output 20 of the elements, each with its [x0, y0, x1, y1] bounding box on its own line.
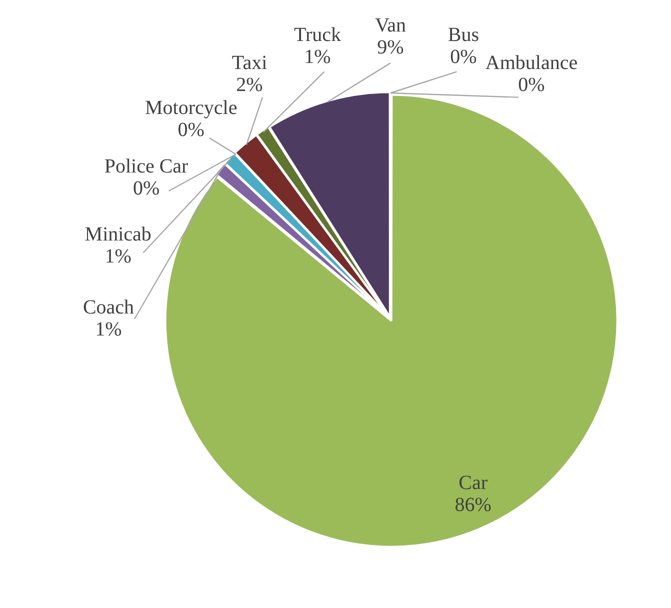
data-label: 2%: [236, 74, 263, 96]
data-label: 9%: [377, 36, 404, 58]
slice-label: Taxi: [232, 52, 268, 74]
category-label: Motorcycle: [145, 96, 238, 119]
slice-label: Van: [374, 14, 406, 36]
category-label: Police Car: [104, 155, 188, 178]
data-label: 86%: [454, 494, 492, 516]
slice-label: Coach: [82, 296, 134, 318]
slice-label: Truck: [294, 24, 342, 46]
data-label: 1%: [304, 46, 331, 68]
data-label: 1%: [95, 318, 122, 340]
text: 0%: [178, 118, 204, 141]
slice-label: Minicab: [84, 223, 152, 246]
text: 0%: [450, 46, 477, 68]
category-label: Bus: [448, 24, 480, 46]
data-label: 1%: [104, 245, 132, 268]
category-label: Ambulance: [485, 52, 578, 74]
text: 0%: [518, 74, 545, 96]
slice-label: Car: [458, 472, 488, 494]
text: 0%: [132, 177, 160, 200]
